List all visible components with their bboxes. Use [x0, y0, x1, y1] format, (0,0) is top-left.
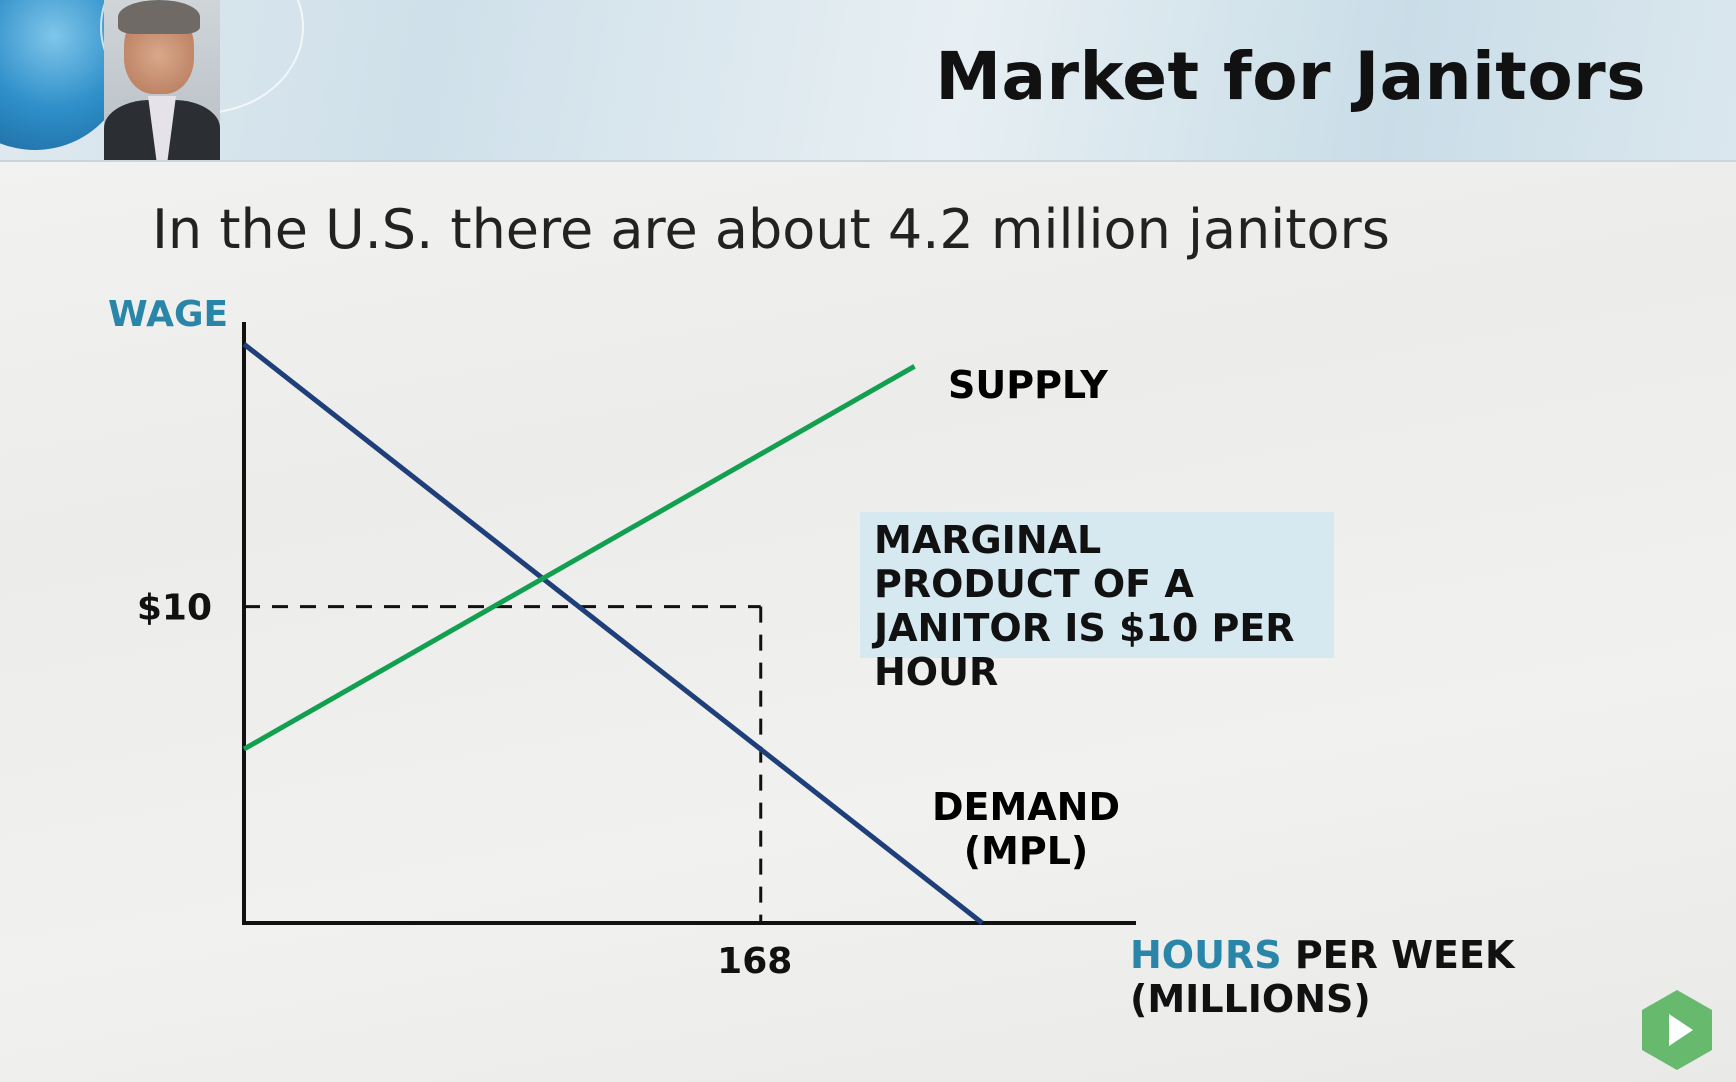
demand-curve [242, 342, 984, 925]
presenter-hair [118, 0, 200, 34]
demand-series-label: DEMAND [932, 785, 1120, 829]
slide-subtitle: In the U.S. there are about 4.2 million … [152, 198, 1390, 261]
slide-banner: Market for Janitors [0, 0, 1736, 162]
y-axis-label: WAGE [108, 294, 228, 335]
x-axis-unit-label: (MILLIONS) [1130, 977, 1371, 1021]
x-axis-label-hours: HOURS [1130, 933, 1282, 977]
slide-title: Market for Janitors [935, 38, 1646, 115]
equilibrium-wage-tick-label: $10 [137, 588, 212, 629]
equilibrium-hours-tick-label: 168 [717, 941, 792, 982]
x-axis-label-per-week: PER WEEK [1295, 933, 1516, 977]
marginal-product-callout: MARGINAL PRODUCT OF A JANITOR IS $10 PER… [860, 512, 1334, 694]
presenter-video-thumbnail [104, 0, 220, 160]
supply-curve [242, 364, 916, 752]
supply-series-label: SUPPLY [948, 363, 1108, 407]
callout-text: MARGINAL PRODUCT OF A JANITOR IS $10 PER… [874, 518, 1295, 694]
x-axis-label: HOURS PER WEEK [1130, 933, 1516, 977]
demand-series-label-mpl: (MPL) [964, 829, 1089, 873]
